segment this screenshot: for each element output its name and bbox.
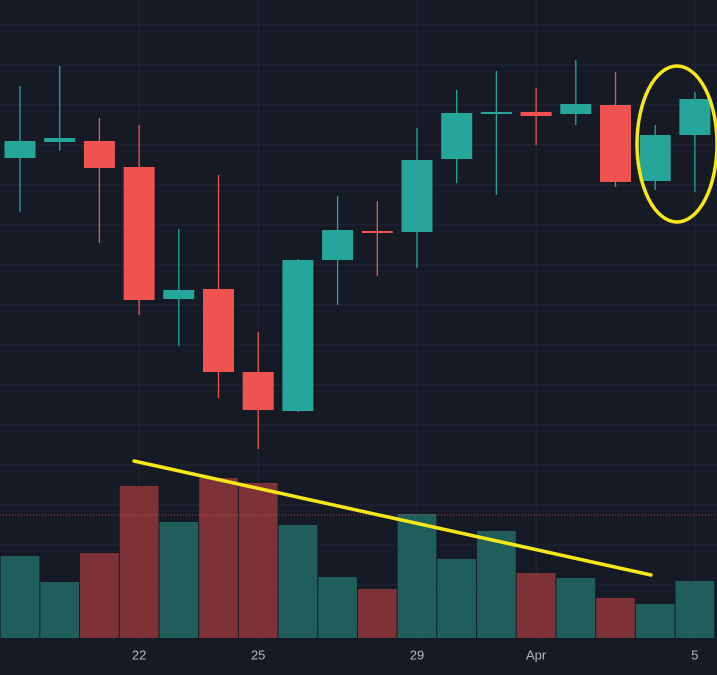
candle-body (242, 372, 274, 410)
candle-body (679, 99, 711, 135)
x-tick-label: Apr (526, 647, 547, 662)
trend-annotation (132, 459, 653, 577)
volume-pane (0, 478, 715, 638)
volume-bar (238, 483, 278, 638)
volume-bar (596, 598, 635, 638)
x-tick-label: 5 (691, 647, 698, 662)
volume-bar (357, 589, 397, 638)
volume-bar (437, 559, 477, 638)
volume-bar (119, 486, 159, 638)
candle-body (600, 105, 631, 182)
volume-bar (556, 578, 596, 638)
x-tick-label: 29 (410, 647, 424, 662)
volume-bar (80, 553, 119, 638)
volume-bar (675, 581, 715, 638)
candle-body (203, 289, 234, 372)
candle-body (520, 112, 552, 116)
candle-body (282, 260, 314, 411)
volume-bar (477, 531, 516, 638)
highlight-annotation (635, 64, 717, 224)
candle-body (83, 141, 115, 168)
candle-body (401, 160, 433, 232)
volume-bar (0, 556, 40, 638)
candle-body (361, 231, 393, 233)
x-axis: 22 25 29 Apr 5 (132, 647, 699, 662)
candle-body (560, 104, 592, 114)
price-pane (4, 60, 711, 449)
candle-body (4, 141, 36, 158)
candle-body (639, 135, 671, 181)
volume-bar (516, 573, 556, 638)
volume-bar (40, 582, 80, 638)
volume-bar (635, 604, 675, 638)
candle-body (44, 138, 76, 142)
volume-bar (278, 525, 318, 638)
volume-bar (199, 478, 238, 638)
x-tick-label: 25 (251, 647, 265, 662)
x-tick-label: 22 (132, 647, 146, 662)
grid (0, 0, 717, 640)
candle-body (123, 167, 155, 300)
volume-bar (397, 514, 437, 638)
volume-bar (159, 522, 199, 638)
candle-body (163, 290, 195, 299)
candle-body (322, 230, 354, 260)
candle-body (480, 112, 512, 114)
candle-body (441, 113, 473, 159)
volume-bar (318, 577, 357, 638)
